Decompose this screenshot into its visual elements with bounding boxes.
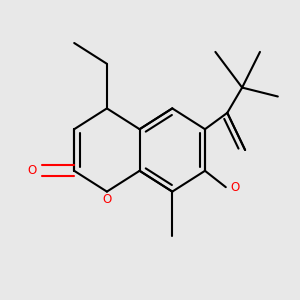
Text: O: O: [28, 164, 37, 177]
Text: O: O: [230, 181, 239, 194]
Text: O: O: [102, 193, 112, 206]
